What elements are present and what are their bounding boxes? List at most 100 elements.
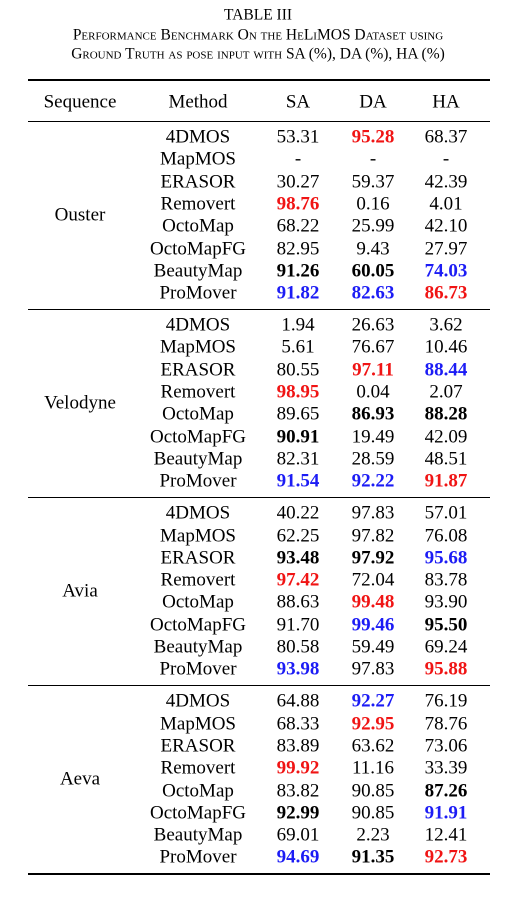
value-cell: 99.48 — [351, 591, 395, 613]
value-cell: 93.90 — [424, 591, 468, 613]
method-cell: MapMOS — [159, 148, 237, 170]
value-cell: 25.99 — [351, 215, 395, 237]
value-cell: 82.63 — [351, 282, 395, 304]
header-cell: HA — [432, 91, 460, 113]
value-cell: 72.04 — [351, 569, 395, 591]
value-cell: 98.76 — [276, 193, 320, 215]
value-cell: 42.10 — [424, 215, 468, 237]
value-cell: 30.27 — [276, 171, 320, 193]
value-cell: 92.22 — [351, 470, 395, 492]
value-cell: 92.73 — [424, 846, 468, 868]
value-cell: 5.61 — [281, 336, 315, 358]
value-cell: 92.27 — [351, 690, 395, 712]
method-cell: ERASOR — [160, 547, 236, 569]
value-cell: 57.01 — [424, 502, 468, 524]
value-cell: 73.06 — [424, 735, 468, 757]
value-cell: 59.37 — [351, 171, 395, 193]
value-cell: 94.69 — [276, 846, 320, 868]
value-cell: 93.48 — [276, 547, 320, 569]
value-cell: 28.59 — [351, 448, 395, 470]
value-cell: 91.54 — [276, 470, 320, 492]
method-cell: ProMover — [159, 846, 237, 868]
rule — [28, 685, 490, 687]
method-cell: Removert — [160, 381, 236, 403]
method-cell: OctoMap — [162, 591, 234, 613]
method-cell: OctoMap — [162, 780, 234, 801]
header-cell: Sequence — [43, 91, 117, 113]
method-cell: Removert — [160, 757, 236, 779]
rule — [28, 79, 490, 81]
method-cell: OctoMapFG — [149, 614, 247, 636]
method-cell: 4DMOS — [165, 126, 231, 148]
method-cell: 4DMOS — [165, 314, 231, 336]
method-cell: MapMOS — [159, 713, 237, 735]
value-cell: 88.28 — [424, 403, 468, 425]
value-cell: 95.88 — [424, 658, 468, 680]
value-cell: 60.05 — [351, 260, 395, 282]
value-cell: 82.31 — [276, 448, 320, 470]
header-cell: Method — [168, 91, 228, 113]
caption-line: Performance Benchmark On the HeLiMOS Dat… — [72, 26, 444, 44]
value-cell: 0.16 — [356, 193, 390, 215]
value-cell: 10.46 — [424, 336, 468, 358]
value-cell: - — [294, 148, 302, 170]
method-cell: 4DMOS — [165, 690, 231, 712]
value-cell: 48.51 — [424, 448, 468, 470]
value-cell: 83.82 — [276, 780, 320, 801]
value-cell: - — [442, 148, 450, 170]
rule — [28, 497, 490, 499]
value-cell: 0.04 — [356, 381, 390, 403]
method-cell: ERASOR — [160, 359, 236, 381]
value-cell: 93.98 — [276, 658, 320, 680]
value-cell: 99.46 — [351, 614, 395, 636]
value-cell: 59.49 — [351, 636, 395, 658]
value-cell: 42.09 — [424, 426, 468, 448]
value-cell: 68.22 — [276, 215, 320, 237]
value-cell: 1.94 — [281, 314, 315, 336]
sequence-cell: Velodyne — [44, 392, 116, 414]
method-cell: ProMover — [159, 282, 237, 304]
value-cell: 63.62 — [351, 735, 395, 757]
value-cell: 90.85 — [351, 780, 395, 801]
value-cell: 27.97 — [424, 238, 468, 259]
value-cell: 88.44 — [424, 359, 468, 381]
value-cell: 90.85 — [351, 802, 395, 824]
value-cell: 78.76 — [424, 713, 468, 735]
method-cell: Removert — [160, 569, 236, 591]
method-cell: ERASOR — [160, 735, 236, 757]
method-cell: Removert — [160, 193, 236, 215]
value-cell: 12.41 — [424, 824, 468, 846]
value-cell: 80.58 — [276, 636, 320, 658]
caption-label: TABLE III — [223, 6, 293, 24]
method-cell: OctoMap — [162, 403, 234, 425]
value-cell: 53.31 — [276, 126, 320, 148]
rule — [28, 309, 490, 311]
value-cell: 99.92 — [276, 757, 320, 779]
method-cell: ERASOR — [160, 171, 236, 193]
value-cell: 19.49 — [351, 426, 395, 448]
rule — [28, 121, 490, 122]
value-cell: 90.91 — [276, 426, 320, 448]
value-cell: 2.07 — [429, 381, 463, 403]
sequence-cell: Ouster — [54, 204, 106, 226]
value-cell: 91.35 — [351, 846, 395, 868]
value-cell: 91.26 — [276, 260, 320, 282]
value-cell: 86.93 — [351, 403, 395, 425]
value-cell: 97.83 — [351, 502, 395, 524]
value-cell: 68.37 — [424, 126, 468, 148]
value-cell: 89.65 — [276, 403, 320, 425]
value-cell: 92.99 — [276, 802, 320, 824]
value-cell: 68.33 — [276, 713, 320, 735]
value-cell: 95.50 — [424, 614, 468, 636]
value-cell: 87.26 — [424, 780, 468, 801]
value-cell: 26.63 — [351, 314, 395, 336]
value-cell: 83.89 — [276, 735, 320, 757]
value-cell: 33.39 — [424, 757, 468, 779]
sequence-cell: Aeva — [59, 768, 101, 790]
method-cell: OctoMapFG — [149, 802, 247, 824]
value-cell: 11.16 — [351, 757, 395, 779]
sequence-cell: Avia — [62, 580, 98, 602]
caption-line: Ground Truth as pose input with SA (%), … — [71, 45, 445, 63]
value-cell: 95.28 — [351, 126, 395, 148]
